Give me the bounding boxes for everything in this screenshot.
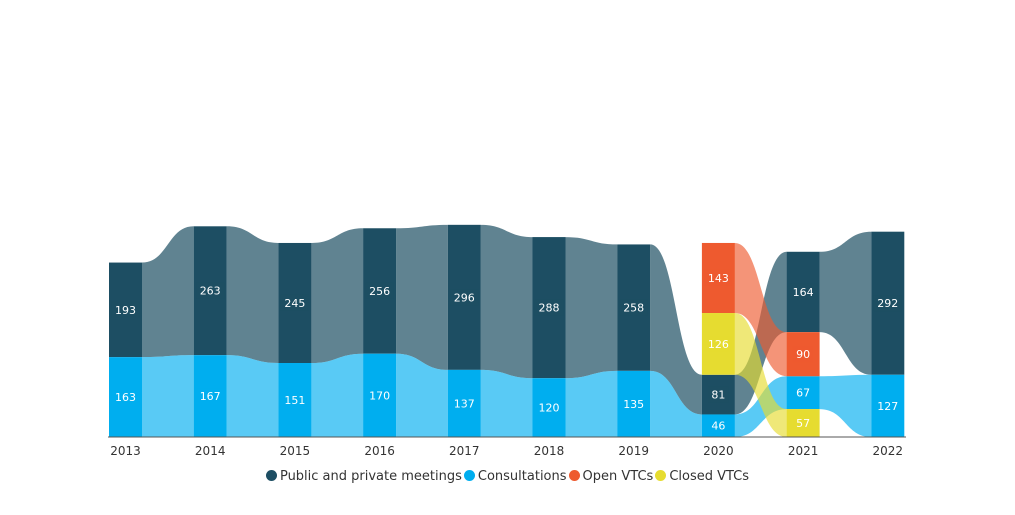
data-label-box [619,395,648,412]
legend-marker [568,470,580,481]
flow-band [311,353,364,437]
data-label-box [111,301,140,318]
data-label-box [280,392,309,409]
data-label: 164 [793,286,814,299]
legend-marker [265,470,277,481]
data-label: 137 [454,397,475,410]
legend-item[interactable]: Public and private meetings [265,469,462,484]
legend-marker [655,470,667,481]
data-label: 151 [284,394,305,407]
flow-band [396,353,448,437]
data-label: 258 [623,302,644,315]
flow-band [226,226,279,364]
flow-band [142,226,194,358]
data-label-box [708,417,729,434]
flow-band [650,370,702,437]
data-label-box [873,397,902,414]
data-label: 167 [200,390,221,403]
flow-band [142,355,194,437]
data-label-box [365,387,394,404]
data-label-box [534,399,564,416]
data-label: 120 [539,402,560,415]
x-tick-label: 2017 [449,444,480,458]
data-label: 292 [877,297,898,310]
legend-label: Public and private meetings [279,469,462,484]
data-label: 256 [369,285,390,298]
data-label-box [365,282,394,299]
data-label: 296 [454,291,475,304]
x-tick-label: 2014 [195,444,226,458]
data-label-box [704,335,733,352]
flow-bands [142,224,872,437]
flow-band [396,224,448,370]
legend: Public and private meetings Consultations… [0,469,1015,484]
data-label-box [280,294,309,311]
flow-band [565,370,618,437]
data-label: 127 [877,400,898,413]
flow-band [311,228,364,364]
data-label: 288 [539,302,560,315]
data-label-box [792,346,814,363]
data-label-box [792,384,814,401]
flow-band [734,242,787,377]
data-label-box [196,388,225,405]
flow-band [226,355,279,437]
data-label: 135 [623,398,644,411]
data-label-box [789,283,818,300]
data-label: 81 [711,389,725,402]
legend-item[interactable]: Open VTCs [568,469,654,484]
data-label: 263 [200,285,221,298]
data-label-box [450,289,479,306]
data-label: 143 [708,272,729,285]
data-label: 245 [284,297,305,310]
data-labels: 193 263 245 256 296 288 258 81 164 292 163 167 151 17… [111,269,902,434]
legend-item[interactable]: Closed VTCs [655,469,749,484]
x-tick-label: 2018 [534,444,565,458]
data-label-box [534,299,564,316]
data-label: 90 [796,348,810,361]
data-label: 46 [711,420,725,433]
data-label-box [450,395,479,412]
data-label-box [196,282,225,299]
data-label-box [111,389,140,406]
data-label-box [704,269,733,286]
flow-band [565,237,618,379]
x-tick-label: 2015 [280,444,311,458]
flow-band [480,224,533,379]
legend-label: Consultations [477,469,567,484]
x-tick-label: 2022 [873,444,904,458]
data-label-box [619,299,648,316]
data-label-box [708,386,729,403]
data-label: 126 [708,338,729,351]
x-tick-label: 2016 [364,444,395,458]
flow-band [734,313,787,437]
flow-band [650,244,702,415]
data-label: 67 [796,387,810,400]
data-label-box [873,295,902,312]
data-label-box [792,415,814,432]
x-tick-label: 2021 [788,444,819,458]
flow-band [819,231,872,375]
legend-label: Closed VTCs [669,469,750,484]
flow-band [819,374,872,437]
legend-label: Open VTCs [582,469,654,484]
data-label: 193 [115,304,136,317]
data-label: 163 [115,391,136,404]
flow-band [734,376,787,437]
x-axis-tick-labels: 2013 2014 2015 2016 2017 2018 2019 2020 2021 2022 [110,444,903,458]
data-label: 170 [369,389,390,402]
x-tick-label: 2020 [703,444,734,458]
x-tick-label: 2013 [110,444,141,458]
flow-band [480,369,533,437]
legend-marker [463,470,475,481]
data-label: 57 [796,417,810,430]
legend-item[interactable]: Consultations [463,469,567,484]
x-tick-label: 2019 [618,444,649,458]
